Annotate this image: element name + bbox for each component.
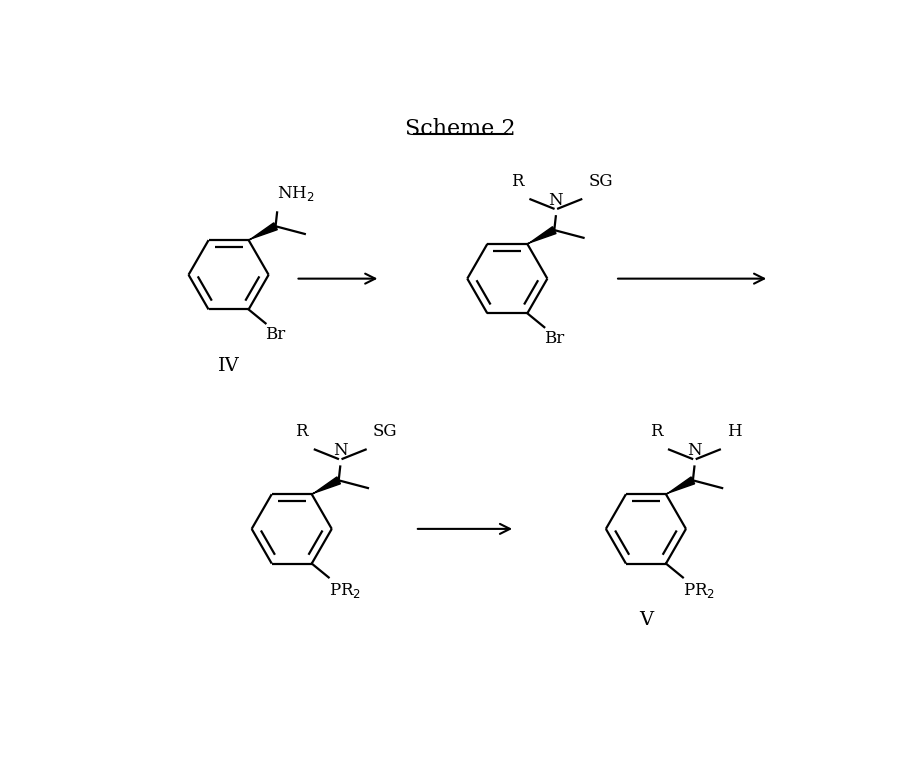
- Text: Br: Br: [544, 330, 565, 347]
- Polygon shape: [666, 477, 695, 494]
- Text: IV: IV: [218, 357, 239, 375]
- Text: PR$_2$: PR$_2$: [683, 580, 715, 600]
- Text: V: V: [639, 612, 653, 630]
- Text: N: N: [548, 192, 563, 209]
- Text: H: H: [726, 423, 742, 440]
- Text: Scheme 2: Scheme 2: [405, 119, 516, 141]
- Text: PR$_2$: PR$_2$: [329, 580, 360, 600]
- Polygon shape: [527, 227, 556, 244]
- Text: Br: Br: [265, 326, 286, 343]
- Text: R: R: [650, 423, 662, 440]
- Text: R: R: [296, 423, 307, 440]
- Polygon shape: [248, 223, 277, 240]
- Text: N: N: [333, 442, 348, 459]
- Text: SG: SG: [372, 423, 397, 440]
- Text: R: R: [511, 173, 523, 190]
- Text: NH$_2$: NH$_2$: [277, 184, 315, 203]
- Text: SG: SG: [588, 173, 613, 190]
- Polygon shape: [312, 477, 341, 494]
- Text: N: N: [687, 442, 702, 459]
